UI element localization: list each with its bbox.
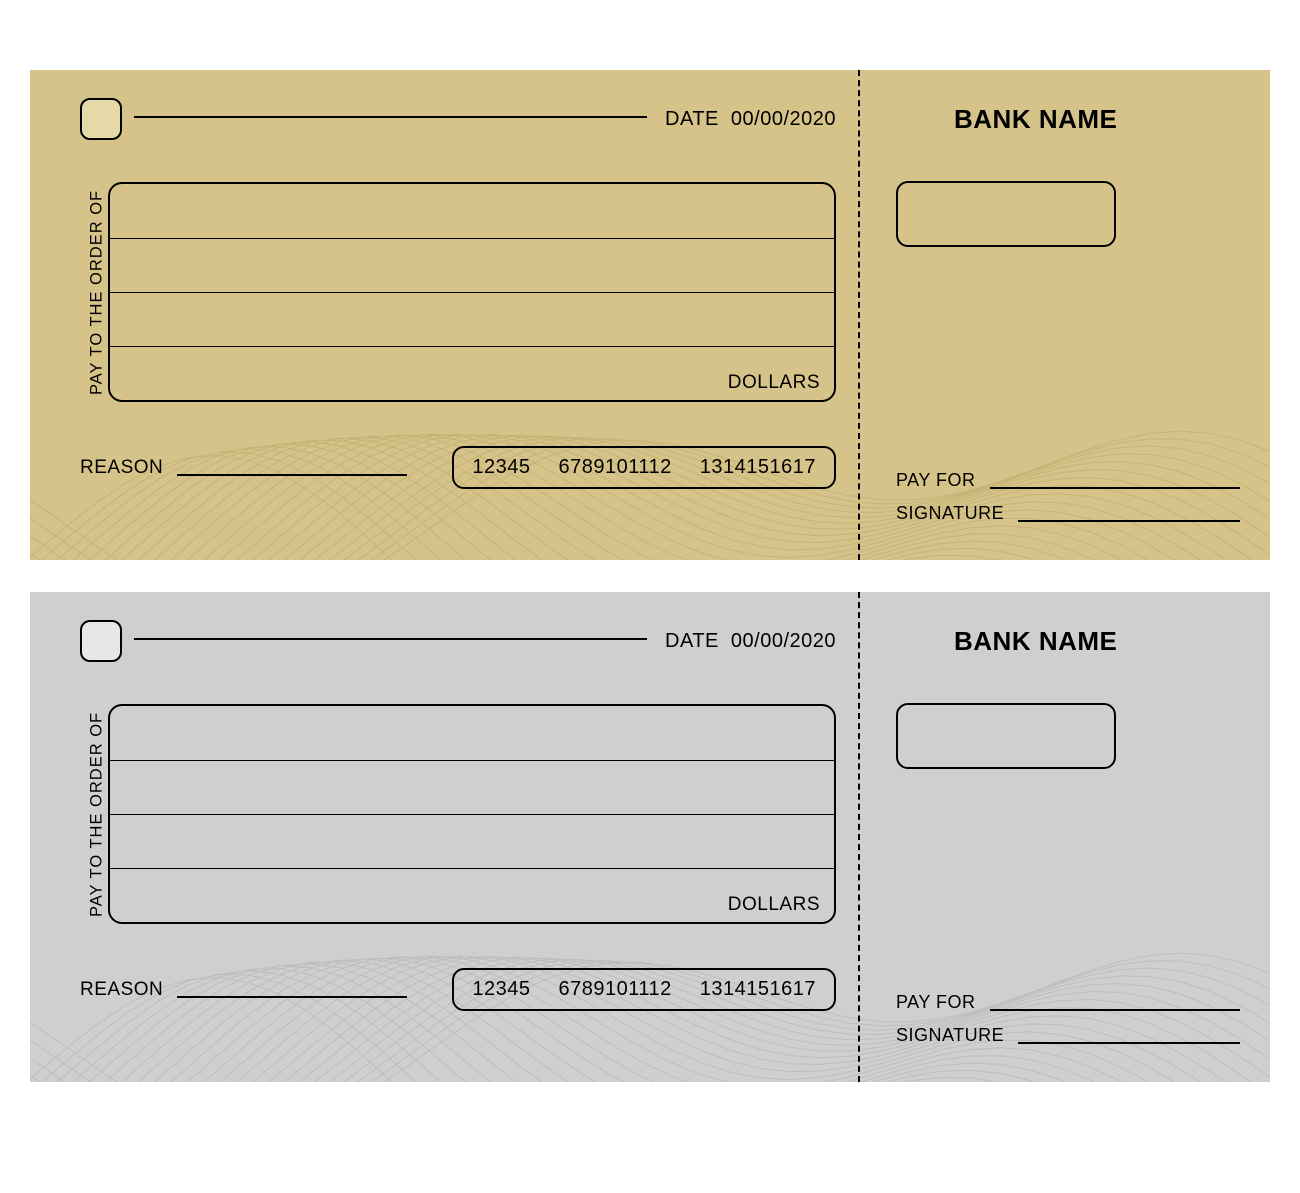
pay-for-input-line[interactable] xyxy=(990,487,1240,489)
paybox-line xyxy=(110,292,834,293)
signature-label: SIGNATURE xyxy=(896,1025,1004,1046)
stub-fields: PAY FOR SIGNATURE xyxy=(896,980,1240,1046)
paybox-line xyxy=(110,238,834,239)
check-main-panel: DATE 00/00/2020 PAY TO THE ORDER OF DOLL… xyxy=(30,70,860,560)
signature-input-line[interactable] xyxy=(1018,520,1240,522)
top-divider-line xyxy=(134,116,647,118)
signature-field: SIGNATURE xyxy=(896,503,1240,524)
payee-amount-box[interactable]: DOLLARS xyxy=(108,182,836,402)
check-stub-panel: BANK NAME PAY FOR SIGNATURE xyxy=(860,592,1270,1082)
dollars-label: DOLLARS xyxy=(728,372,820,394)
bank-name: BANK NAME xyxy=(954,104,1240,135)
check-gold: DATE 00/00/2020 PAY TO THE ORDER OF DOLL… xyxy=(30,70,1270,560)
micr-numbers-box: 12345 6789101112 1314151617 xyxy=(452,446,836,489)
reason-field: REASON xyxy=(80,979,407,1001)
micr-segment: 12345 xyxy=(472,456,530,479)
checkbox[interactable] xyxy=(80,620,122,662)
payee-row: PAY TO THE ORDER OF DOLLARS xyxy=(80,704,836,924)
check-top-row: DATE 00/00/2020 xyxy=(80,98,836,140)
check-main-panel: DATE 00/00/2020 PAY TO THE ORDER OF DOLL… xyxy=(30,592,860,1082)
reason-label: REASON xyxy=(80,457,163,479)
bank-name: BANK NAME xyxy=(954,626,1240,657)
date-value[interactable]: 00/00/2020 xyxy=(731,108,836,131)
paybox-line xyxy=(110,868,834,869)
pay-for-input-line[interactable] xyxy=(990,1009,1240,1011)
check-bottom-row: REASON 12345 6789101112 1314151617 xyxy=(80,446,836,489)
signature-input-line[interactable] xyxy=(1018,1042,1240,1044)
pay-to-order-label: PAY TO THE ORDER OF xyxy=(80,182,108,402)
dollars-label: DOLLARS xyxy=(728,894,820,916)
pay-for-field: PAY FOR xyxy=(896,992,1240,1013)
signature-field: SIGNATURE xyxy=(896,1025,1240,1046)
pay-for-label: PAY FOR xyxy=(896,470,976,491)
checkbox[interactable] xyxy=(80,98,122,140)
micr-segment: 12345 xyxy=(472,978,530,1001)
check-stub-panel: BANK NAME PAY FOR SIGNATURE xyxy=(860,70,1270,560)
stub-fields: PAY FOR SIGNATURE xyxy=(896,458,1240,524)
paybox-line xyxy=(110,760,834,761)
micr-segment: 6789101112 xyxy=(559,456,672,479)
date-field: DATE 00/00/2020 xyxy=(665,630,836,653)
stub-amount-box[interactable] xyxy=(896,181,1116,247)
signature-label: SIGNATURE xyxy=(896,503,1004,524)
pay-for-field: PAY FOR xyxy=(896,470,1240,491)
paybox-line xyxy=(110,346,834,347)
check-bottom-row: REASON 12345 6789101112 1314151617 xyxy=(80,968,836,1011)
pay-for-label: PAY FOR xyxy=(896,992,976,1013)
page: DATE 00/00/2020 PAY TO THE ORDER OF DOLL… xyxy=(0,0,1300,1193)
paybox-line xyxy=(110,814,834,815)
check-top-row: DATE 00/00/2020 xyxy=(80,620,836,662)
date-label: DATE xyxy=(665,108,719,131)
check-silver: DATE 00/00/2020 PAY TO THE ORDER OF DOLL… xyxy=(30,592,1270,1082)
reason-field: REASON xyxy=(80,457,407,479)
payee-row: PAY TO THE ORDER OF DOLLARS xyxy=(80,182,836,402)
stub-amount-box[interactable] xyxy=(896,703,1116,769)
micr-segment: 6789101112 xyxy=(559,978,672,1001)
micr-segment: 1314151617 xyxy=(700,978,816,1001)
reason-input-line[interactable] xyxy=(177,474,407,476)
pay-to-order-label: PAY TO THE ORDER OF xyxy=(80,704,108,924)
top-divider-line xyxy=(134,638,647,640)
date-value[interactable]: 00/00/2020 xyxy=(731,630,836,653)
micr-numbers-box: 12345 6789101112 1314151617 xyxy=(452,968,836,1011)
micr-segment: 1314151617 xyxy=(700,456,816,479)
reason-label: REASON xyxy=(80,979,163,1001)
date-label: DATE xyxy=(665,630,719,653)
date-field: DATE 00/00/2020 xyxy=(665,108,836,131)
reason-input-line[interactable] xyxy=(177,996,407,998)
payee-amount-box[interactable]: DOLLARS xyxy=(108,704,836,924)
